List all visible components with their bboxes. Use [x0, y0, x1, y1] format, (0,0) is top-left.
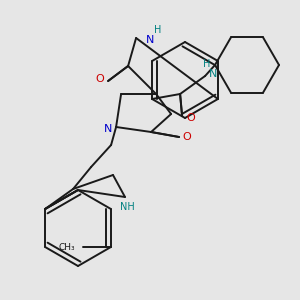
Text: O: O [187, 113, 196, 123]
Text: N: N [209, 69, 217, 79]
Text: N: N [104, 124, 112, 134]
Text: H: H [154, 25, 162, 35]
Text: O: O [183, 132, 191, 142]
Text: N: N [146, 35, 154, 45]
Text: H: H [203, 59, 211, 69]
Text: NH: NH [120, 202, 134, 212]
Text: O: O [96, 74, 104, 84]
Text: CH₃: CH₃ [58, 242, 75, 251]
